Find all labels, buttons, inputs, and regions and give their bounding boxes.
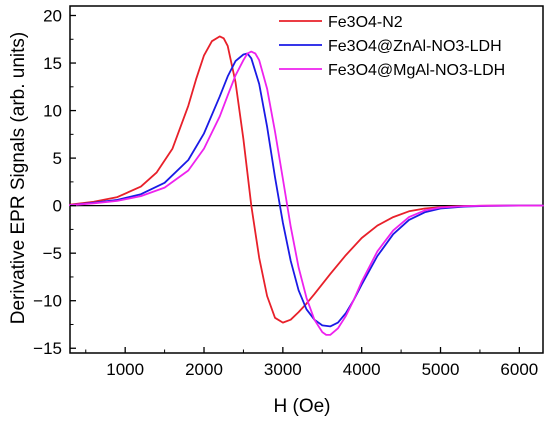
series-line-1 (69, 35, 544, 324)
x-tick-label: 1000 (106, 360, 144, 379)
legend-label-2: Fe3O4@ZnAl-NO3-LDH (328, 38, 502, 55)
y-tick-label: 10 (43, 102, 62, 121)
x-tick-label: 2000 (185, 360, 223, 379)
legend: Fe3O4-N2 Fe3O4@ZnAl-NO3-LDH Fe3O4@MgAl-NO3… (279, 14, 505, 79)
x-tick-label: 5000 (422, 360, 460, 379)
legend-label-1: Fe3O4-N2 (328, 14, 403, 31)
x-tick-label: 6000 (500, 360, 538, 379)
y-tick-label: 0 (53, 197, 62, 216)
x-tick-label: 4000 (343, 360, 381, 379)
plot-frame (69, 5, 544, 354)
x-tick-label: 3000 (264, 360, 302, 379)
y-axis-title: Derivative EPR Signals (arb. units) (8, 32, 29, 325)
y-tick-label: −5 (43, 244, 62, 263)
y-tick-label: 5 (53, 149, 62, 168)
x-axis-title: H (Oe) (274, 396, 331, 417)
y-tick-label: −10 (33, 292, 62, 311)
y-tick-label: −15 (33, 339, 62, 358)
y-tick-label: 15 (43, 54, 62, 73)
series-line-2 (69, 52, 544, 328)
legend-label-3: Fe3O4@MgAl-NO3-LDH (328, 62, 505, 79)
series-line-3 (69, 50, 544, 336)
y-tick-label: 20 (43, 7, 62, 26)
